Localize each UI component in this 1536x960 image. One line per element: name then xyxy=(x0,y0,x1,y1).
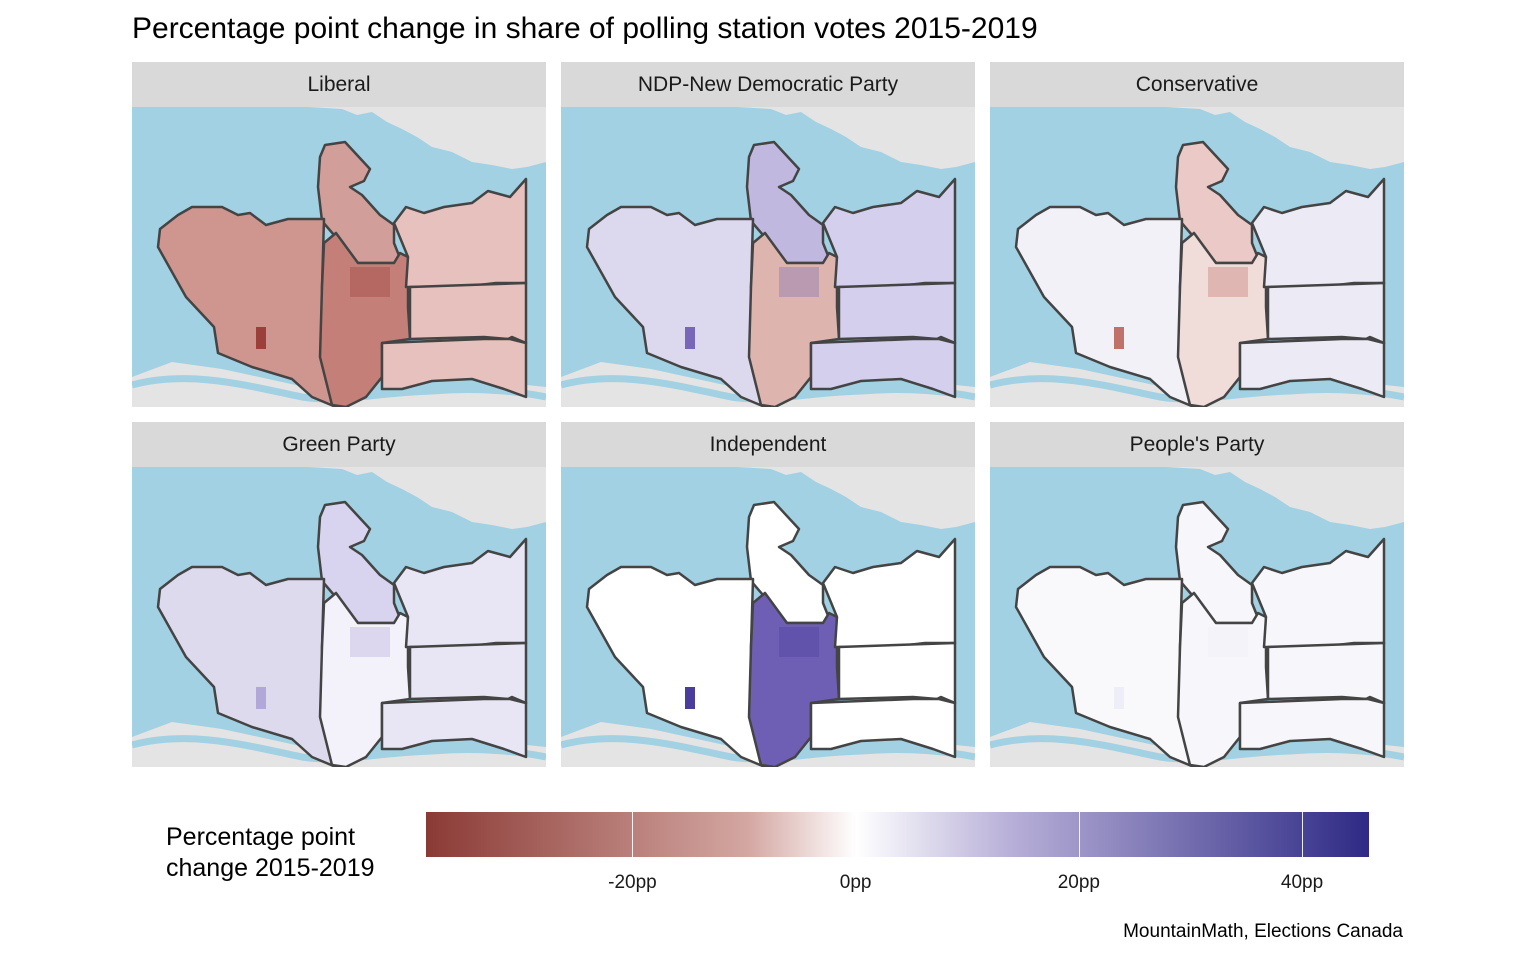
facet-strip-label: Liberal xyxy=(132,62,546,107)
facet-panel: Liberal xyxy=(132,62,546,407)
polling-division-highlight xyxy=(256,327,266,349)
facet-strip-label: Green Party xyxy=(132,422,546,467)
riding-vancouver-south xyxy=(1238,337,1386,399)
riding-vancouver-south xyxy=(809,337,957,399)
map-svg xyxy=(132,107,546,407)
facet-strip-label: NDP-New Democratic Party xyxy=(561,62,975,107)
facet-panel: People's Party xyxy=(990,422,1404,767)
riding-vancouver-kingsway xyxy=(837,281,957,345)
caption: MountainMath, Elections Canada xyxy=(1123,921,1403,942)
riding-vancouver-south xyxy=(380,697,528,759)
riding-vancouver-east xyxy=(392,537,528,649)
riding-vancouver-south xyxy=(1238,697,1386,759)
land-north-shore xyxy=(308,467,546,529)
color-scale-bar xyxy=(426,812,1369,857)
legend-tick xyxy=(1078,812,1080,857)
legend-title-line1: Percentage point xyxy=(166,823,356,851)
riding-vancouver-granville xyxy=(1176,231,1270,407)
riding-vancouver-granville xyxy=(318,591,412,767)
riding-vancouver-east xyxy=(821,177,957,289)
choropleth-map xyxy=(132,107,546,407)
land-richmond xyxy=(561,362,975,407)
land-north-shore xyxy=(308,107,546,169)
polling-division-highlight xyxy=(1114,327,1124,349)
riding-vancouver-granville xyxy=(318,231,412,407)
land-north-shore xyxy=(1166,107,1404,169)
riding-vancouver-granville xyxy=(747,231,841,407)
map-svg xyxy=(990,467,1404,767)
riding-vancouver-east xyxy=(392,177,528,289)
land-north-shore xyxy=(737,107,975,169)
facet-panel: NDP-New Democratic Party xyxy=(561,62,975,407)
polling-division-cluster xyxy=(779,267,819,297)
legend-tick-label: 0pp xyxy=(839,872,872,893)
land-north-shore xyxy=(1166,467,1404,529)
polling-division-highlight xyxy=(685,327,695,349)
facet-panel: Green Party xyxy=(132,422,546,767)
riding-vancouver-kingsway xyxy=(1266,281,1386,345)
choropleth-map xyxy=(132,467,546,767)
riding-vancouver-kingsway xyxy=(1266,641,1386,705)
land-north-shore xyxy=(737,467,975,529)
polling-division-cluster xyxy=(350,627,390,657)
riding-vancouver-south xyxy=(809,697,957,759)
riding-vancouver-kingsway xyxy=(408,641,528,705)
polling-division-highlight xyxy=(685,687,695,709)
facet-panel: Conservative xyxy=(990,62,1404,407)
choropleth-map xyxy=(990,467,1404,767)
riding-vancouver-south xyxy=(380,337,528,399)
polling-division-cluster xyxy=(779,627,819,657)
legend-tick xyxy=(855,812,857,857)
land-richmond xyxy=(132,722,546,767)
choropleth-map xyxy=(990,107,1404,407)
riding-vancouver-kingsway xyxy=(837,641,957,705)
map-svg xyxy=(561,107,975,407)
map-svg xyxy=(132,467,546,767)
land-richmond xyxy=(132,362,546,407)
choropleth-map xyxy=(561,107,975,407)
land-richmond xyxy=(990,362,1404,407)
legend-title-line2: change 2015-2019 xyxy=(166,854,375,882)
polling-division-cluster xyxy=(1208,627,1248,657)
land-richmond xyxy=(990,722,1404,767)
riding-vancouver-east xyxy=(1250,537,1386,649)
polling-division-highlight xyxy=(1114,687,1124,709)
legend-tick-label: 40pp xyxy=(1280,872,1324,893)
legend-tick-label: -20pp xyxy=(608,872,657,893)
riding-vancouver-east xyxy=(821,537,957,649)
land-richmond xyxy=(561,722,975,767)
legend-tick xyxy=(632,812,634,857)
riding-vancouver-east xyxy=(1250,177,1386,289)
facet-strip-label: Independent xyxy=(561,422,975,467)
chart-title: Percentage point change in share of poll… xyxy=(132,12,1038,45)
polling-division-highlight xyxy=(256,687,266,709)
choropleth-map xyxy=(561,467,975,767)
legend-tick-label: 20pp xyxy=(1057,872,1100,893)
riding-vancouver-kingsway xyxy=(408,281,528,345)
facet-strip-label: Conservative xyxy=(990,62,1404,107)
riding-vancouver-granville xyxy=(747,591,841,767)
map-svg xyxy=(561,467,975,767)
map-svg xyxy=(990,107,1404,407)
facet-strip-label: People's Party xyxy=(990,422,1404,467)
riding-vancouver-granville xyxy=(1176,591,1270,767)
legend-title: Percentage point change 2015-2019 xyxy=(166,822,375,884)
polling-division-cluster xyxy=(350,267,390,297)
legend-tick xyxy=(1302,812,1304,857)
facet-panel: Independent xyxy=(561,422,975,767)
polling-division-cluster xyxy=(1208,267,1248,297)
